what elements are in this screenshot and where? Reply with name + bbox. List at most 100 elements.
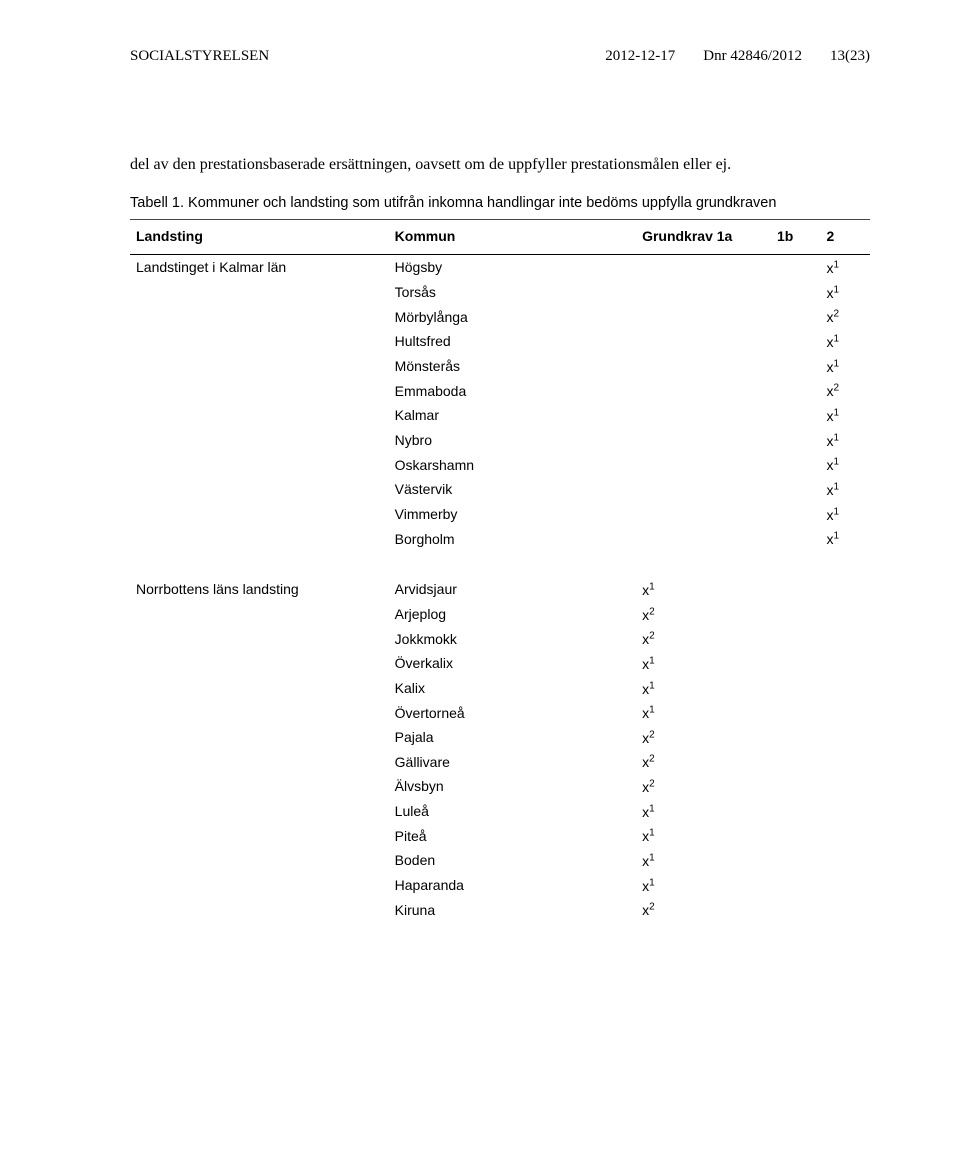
cell-mark bbox=[820, 774, 870, 799]
cell-kommun: Jokkmokk bbox=[389, 627, 636, 652]
cell-landsting bbox=[130, 725, 389, 750]
cell-kommun: Överkalix bbox=[389, 651, 636, 676]
cell-mark bbox=[636, 477, 771, 502]
cell-kommun: Övertorneå bbox=[389, 701, 636, 726]
cell-mark: x1 bbox=[820, 255, 870, 280]
cell-mark bbox=[820, 824, 870, 849]
x-mark: x1 bbox=[642, 656, 655, 672]
cell-mark bbox=[771, 701, 820, 726]
cell-kommun: Haparanda bbox=[389, 873, 636, 898]
table-row: Mörbylångax2 bbox=[130, 305, 870, 330]
table-caption-text: Kommuner och landsting som utifrån inkom… bbox=[188, 195, 776, 211]
x-mark: x2 bbox=[826, 383, 839, 399]
cell-mark: x1 bbox=[636, 701, 771, 726]
cell-mark bbox=[636, 379, 771, 404]
cell-kommun: Kiruna bbox=[389, 898, 636, 923]
cell-landsting: Norrbottens läns landsting bbox=[130, 577, 389, 602]
table-row: Landstinget i Kalmar länHögsbyx1 bbox=[130, 255, 870, 280]
cell-mark: x1 bbox=[636, 577, 771, 602]
cell-mark bbox=[771, 527, 820, 552]
cell-landsting bbox=[130, 750, 389, 775]
table-caption: Tabell 1. Kommuner och landsting som uti… bbox=[130, 194, 870, 214]
cell-landsting bbox=[130, 403, 389, 428]
x-mark: x2 bbox=[642, 607, 655, 623]
table-row: Emmabodax2 bbox=[130, 379, 870, 404]
cell-landsting bbox=[130, 701, 389, 726]
cell-mark bbox=[771, 627, 820, 652]
cell-kommun: Kalmar bbox=[389, 403, 636, 428]
cell-landsting bbox=[130, 379, 389, 404]
page-header: SOCIALSTYRELSEN 2012-12-17 Dnr 42846/201… bbox=[130, 48, 870, 65]
table-row: Gällivarex2 bbox=[130, 750, 870, 775]
cell-mark bbox=[771, 354, 820, 379]
grundkrav-table: Landsting Kommun Grundkrav 1a 1b 2 Lands… bbox=[130, 219, 870, 922]
cell-kommun: Boden bbox=[389, 848, 636, 873]
cell-mark bbox=[820, 750, 870, 775]
cell-landsting bbox=[130, 898, 389, 923]
x-mark: x1 bbox=[642, 853, 655, 869]
x-mark: x2 bbox=[642, 754, 655, 770]
cell-kommun: Kalix bbox=[389, 676, 636, 701]
cell-mark bbox=[636, 329, 771, 354]
cell-landsting bbox=[130, 527, 389, 552]
x-mark: x2 bbox=[642, 631, 655, 647]
table-row: Oskarshamnx1 bbox=[130, 453, 870, 478]
cell-mark: x1 bbox=[820, 403, 870, 428]
table-row: Kirunax2 bbox=[130, 898, 870, 923]
cell-landsting bbox=[130, 305, 389, 330]
table-row: Älvsbynx2 bbox=[130, 774, 870, 799]
cell-mark bbox=[771, 280, 820, 305]
cell-kommun: Luleå bbox=[389, 799, 636, 824]
header-page: 13(23) bbox=[830, 48, 870, 65]
x-mark: x1 bbox=[826, 285, 839, 301]
cell-kommun: Oskarshamn bbox=[389, 453, 636, 478]
cell-mark: x2 bbox=[636, 750, 771, 775]
table-row: Nybrox1 bbox=[130, 428, 870, 453]
x-mark: x2 bbox=[826, 309, 839, 325]
cell-mark bbox=[636, 354, 771, 379]
cell-mark: x1 bbox=[820, 354, 870, 379]
cell-mark: x1 bbox=[820, 329, 870, 354]
cell-mark bbox=[820, 898, 870, 923]
table-row: Mönsterås x1 bbox=[130, 354, 870, 379]
cell-landsting bbox=[130, 477, 389, 502]
cell-kommun: Arvidsjaur bbox=[389, 577, 636, 602]
cell-landsting bbox=[130, 428, 389, 453]
header-date: 2012-12-17 bbox=[605, 48, 675, 65]
x-mark: x1 bbox=[642, 828, 655, 844]
header-right: 2012-12-17 Dnr 42846/2012 13(23) bbox=[605, 48, 870, 65]
table-row: Pajalax2 bbox=[130, 725, 870, 750]
col-landsting: Landsting bbox=[130, 220, 389, 255]
cell-mark bbox=[820, 873, 870, 898]
cell-mark bbox=[771, 428, 820, 453]
cell-mark: x1 bbox=[636, 651, 771, 676]
cell-mark bbox=[820, 799, 870, 824]
cell-landsting: Landstinget i Kalmar län bbox=[130, 255, 389, 280]
cell-mark bbox=[771, 502, 820, 527]
x-mark: x1 bbox=[826, 408, 839, 424]
table-header-row: Landsting Kommun Grundkrav 1a 1b 2 bbox=[130, 220, 870, 255]
cell-mark bbox=[771, 750, 820, 775]
table-row: Hultsfredx1 bbox=[130, 329, 870, 354]
cell-mark bbox=[771, 477, 820, 502]
x-mark: x1 bbox=[826, 531, 839, 547]
cell-mark: x2 bbox=[820, 379, 870, 404]
cell-mark: x2 bbox=[636, 725, 771, 750]
table-row: Överkalix x1 bbox=[130, 651, 870, 676]
table-row: Jokkmokk x2 bbox=[130, 627, 870, 652]
cell-mark bbox=[636, 453, 771, 478]
cell-mark bbox=[636, 403, 771, 428]
cell-mark: x2 bbox=[636, 627, 771, 652]
x-mark: x1 bbox=[642, 582, 655, 598]
x-mark: x2 bbox=[642, 730, 655, 746]
x-mark: x1 bbox=[642, 804, 655, 820]
cell-mark bbox=[636, 527, 771, 552]
cell-mark bbox=[771, 577, 820, 602]
intro-paragraph: del av den prestationsbaserade ersättnin… bbox=[130, 155, 870, 176]
x-mark: x2 bbox=[642, 779, 655, 795]
table-row: Arjeplogx2 bbox=[130, 602, 870, 627]
col-kommun: Kommun bbox=[389, 220, 636, 255]
cell-kommun: Mönsterås bbox=[389, 354, 636, 379]
cell-mark: x1 bbox=[636, 873, 771, 898]
cell-mark bbox=[771, 848, 820, 873]
